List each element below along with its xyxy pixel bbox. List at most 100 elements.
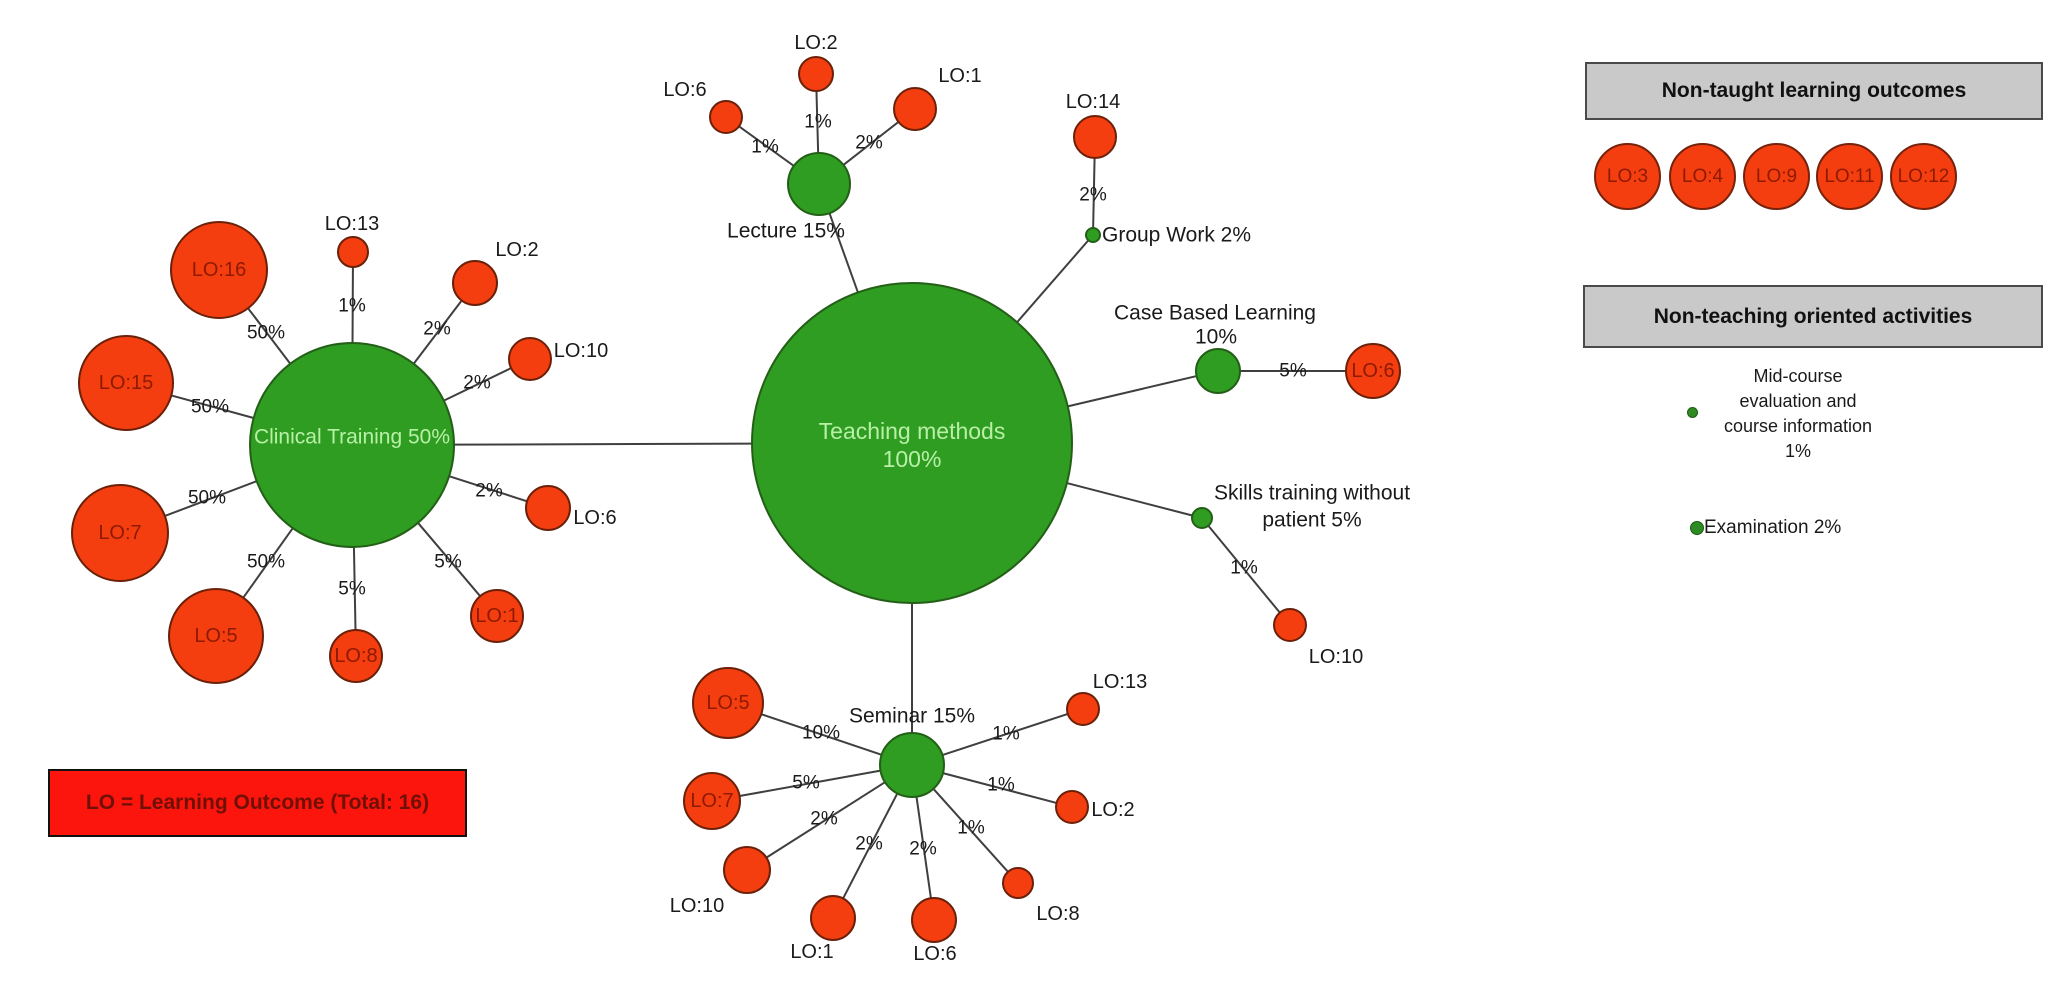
edge-clinical-training-to-lo-5: [242, 527, 294, 599]
clinical-training-lo-16-label: LO:16: [192, 259, 246, 281]
examination-label: Examination 2%: [1704, 517, 1842, 538]
legend-box: LO = Learning Outcome (Total: 16): [48, 769, 467, 837]
edge-seminar-to-lo-2: [942, 772, 1057, 804]
seminar-lo-6-pct-label: 2%: [909, 839, 937, 860]
edge-clinical-training-to-lo-1: [417, 522, 481, 597]
clinical-training-lo-15-label: LO:15: [99, 372, 153, 394]
case-based-learning-lo-6-label: LO:6: [1351, 360, 1394, 382]
lecture-lo-2-label: LO:2: [794, 32, 837, 54]
clinical-training-outcome-lo-6-node: [525, 485, 571, 531]
panel-outcome-lo3: LO:3: [1594, 143, 1661, 210]
clinical-training-lo-16-pct-label: 50%: [247, 323, 285, 344]
clinical-training-lo-10-label: LO:10: [554, 340, 608, 362]
skills-training-without-patient-label-line2: patient 5%: [1262, 509, 1361, 532]
clinical-training-outcome-lo-10-node: [508, 337, 552, 381]
seminar-outcome-lo-2-node: [1055, 790, 1089, 824]
clinical-training-label-line1: Clinical Training 50%: [254, 426, 450, 449]
edge-hub-to-skills-training-without-patient: [1066, 482, 1193, 517]
seminar-outcome-lo-13-node: [1066, 692, 1100, 726]
seminar-lo-2-pct-label: 1%: [987, 775, 1015, 796]
case-based-learning-lo-6-pct-label: 5%: [1279, 361, 1307, 382]
teaching-methods-label-line2: 100%: [883, 446, 942, 472]
lecture-lo-6-label: LO:6: [663, 79, 706, 101]
mid-course-dot-icon: [1687, 407, 1698, 418]
skills-training-without-patient-lo-10-label: LO:10: [1309, 646, 1363, 668]
clinical-training-lo-6-pct-label: 2%: [475, 481, 503, 502]
edge-seminar-to-lo-8: [932, 788, 1009, 873]
skills-training-without-patient-node: [1191, 507, 1213, 529]
seminar-lo-1-label: LO:1: [790, 941, 833, 963]
edge-seminar-to-lo-5: [760, 713, 882, 756]
lecture-label-line1: Lecture 15%: [727, 220, 845, 243]
clinical-training-outcome-lo-15-node: [78, 335, 174, 431]
clinical-training-outcome-lo-5-node: [168, 588, 264, 684]
edge-seminar-to-lo-10: [765, 781, 886, 859]
seminar-label-line1: Seminar 15%: [849, 705, 975, 728]
clinical-training-lo-10-pct-label: 2%: [463, 373, 491, 394]
edge-seminar-to-lo-7: [739, 769, 881, 798]
clinical-training-node: [249, 342, 455, 548]
seminar-lo-6-label: LO:6: [913, 943, 956, 965]
group-work-lo-14-pct-label: 2%: [1079, 185, 1107, 206]
group-work-outcome-lo-14-node: [1073, 115, 1117, 159]
panel-outcome-lo12: LO:12: [1890, 143, 1957, 210]
edge-clinical-training-to-lo-2: [412, 299, 463, 365]
clinical-training-lo-13-label: LO:13: [325, 213, 379, 235]
seminar-lo-10-label: LO:10: [670, 895, 724, 917]
case-based-learning-label-line2: 10%: [1195, 326, 1237, 349]
lecture-outcome-lo-1-node: [893, 87, 937, 131]
edge-clinical-training-to-lo-6: [448, 475, 528, 503]
edge-clinical-training-to-lo-10: [443, 367, 512, 402]
clinical-training-lo-7-label: LO:7: [98, 522, 141, 544]
edge-lecture-to-lo-6: [738, 125, 795, 167]
edge-hub-to-clinical-training: [453, 442, 753, 446]
group-work-lo-14-label: LO:14: [1066, 91, 1120, 113]
panel-outcome-lo9: LO:9: [1743, 143, 1810, 210]
lecture-lo-1-label: LO:1: [938, 65, 981, 87]
seminar-lo-7-label: LO:7: [690, 790, 733, 812]
lecture-lo-6-pct-label: 1%: [751, 137, 779, 158]
seminar-lo-1-pct-label: 2%: [855, 834, 883, 855]
clinical-training-lo-15-pct-label: 50%: [191, 397, 229, 418]
seminar-lo-13-pct-label: 1%: [992, 724, 1020, 745]
mid-course-line3: course information: [1723, 416, 1873, 436]
clinical-training-lo-1-pct-label: 5%: [434, 552, 462, 573]
clinical-training-outcome-lo-13-node: [337, 236, 369, 268]
edge-group-work-to-lo-14: [1092, 157, 1096, 229]
clinical-training-outcome-lo-7-node: [71, 484, 169, 582]
edge-seminar-to-lo-6: [915, 796, 932, 899]
skills-training-without-patient-lo-10-pct-label: 1%: [1230, 558, 1258, 579]
seminar-lo-8-pct-label: 1%: [957, 818, 985, 839]
case-based-learning-outcome-lo-6-node: [1345, 343, 1401, 399]
panel-outcome-lo4: LO:4: [1669, 143, 1736, 210]
clinical-training-outcome-lo-16-node: [170, 221, 268, 319]
mid-course-line4: 1%: [1784, 441, 1811, 461]
lecture-outcome-lo-6-node: [709, 100, 743, 134]
case-based-learning-node: [1195, 348, 1241, 394]
teaching-methods-label-line1: Teaching methods: [819, 418, 1006, 444]
seminar-lo-13-label: LO:13: [1093, 671, 1147, 693]
seminar-lo-2-label: LO:2: [1091, 799, 1134, 821]
clinical-training-lo-6-label: LO:6: [573, 507, 616, 529]
edge-lecture-to-lo-1: [842, 121, 900, 166]
clinical-training-outcome-lo-8-node: [329, 629, 383, 683]
clinical-training-outcome-lo-1-node: [470, 589, 524, 643]
edge-hub-to-case-based-learning: [1067, 375, 1197, 408]
edge-seminar-to-lo-13: [942, 713, 1069, 756]
panel-outcome-lo11: LO:11: [1816, 143, 1883, 210]
non-teaching-header: Non-teaching oriented activities: [1583, 285, 2043, 348]
seminar-lo-7-pct-label: 5%: [792, 773, 820, 794]
clinical-training-lo-13-pct-label: 1%: [338, 296, 366, 317]
seminar-outcome-lo-1-node: [810, 895, 856, 941]
clinical-training-lo-8-label: LO:8: [334, 645, 377, 667]
seminar-outcome-lo-6-node: [911, 897, 957, 943]
edge-hub-to-group-work: [1016, 239, 1090, 323]
clinical-training-lo-5-label: LO:5: [194, 625, 237, 647]
lecture-lo-2-pct-label: 1%: [804, 112, 832, 133]
edge-clinical-training-to-lo-15: [171, 394, 254, 419]
seminar-outcome-lo-10-node: [723, 846, 771, 894]
clinical-training-lo-2-pct-label: 2%: [423, 319, 451, 340]
mid-course-line1: Mid-course: [1753, 366, 1843, 386]
